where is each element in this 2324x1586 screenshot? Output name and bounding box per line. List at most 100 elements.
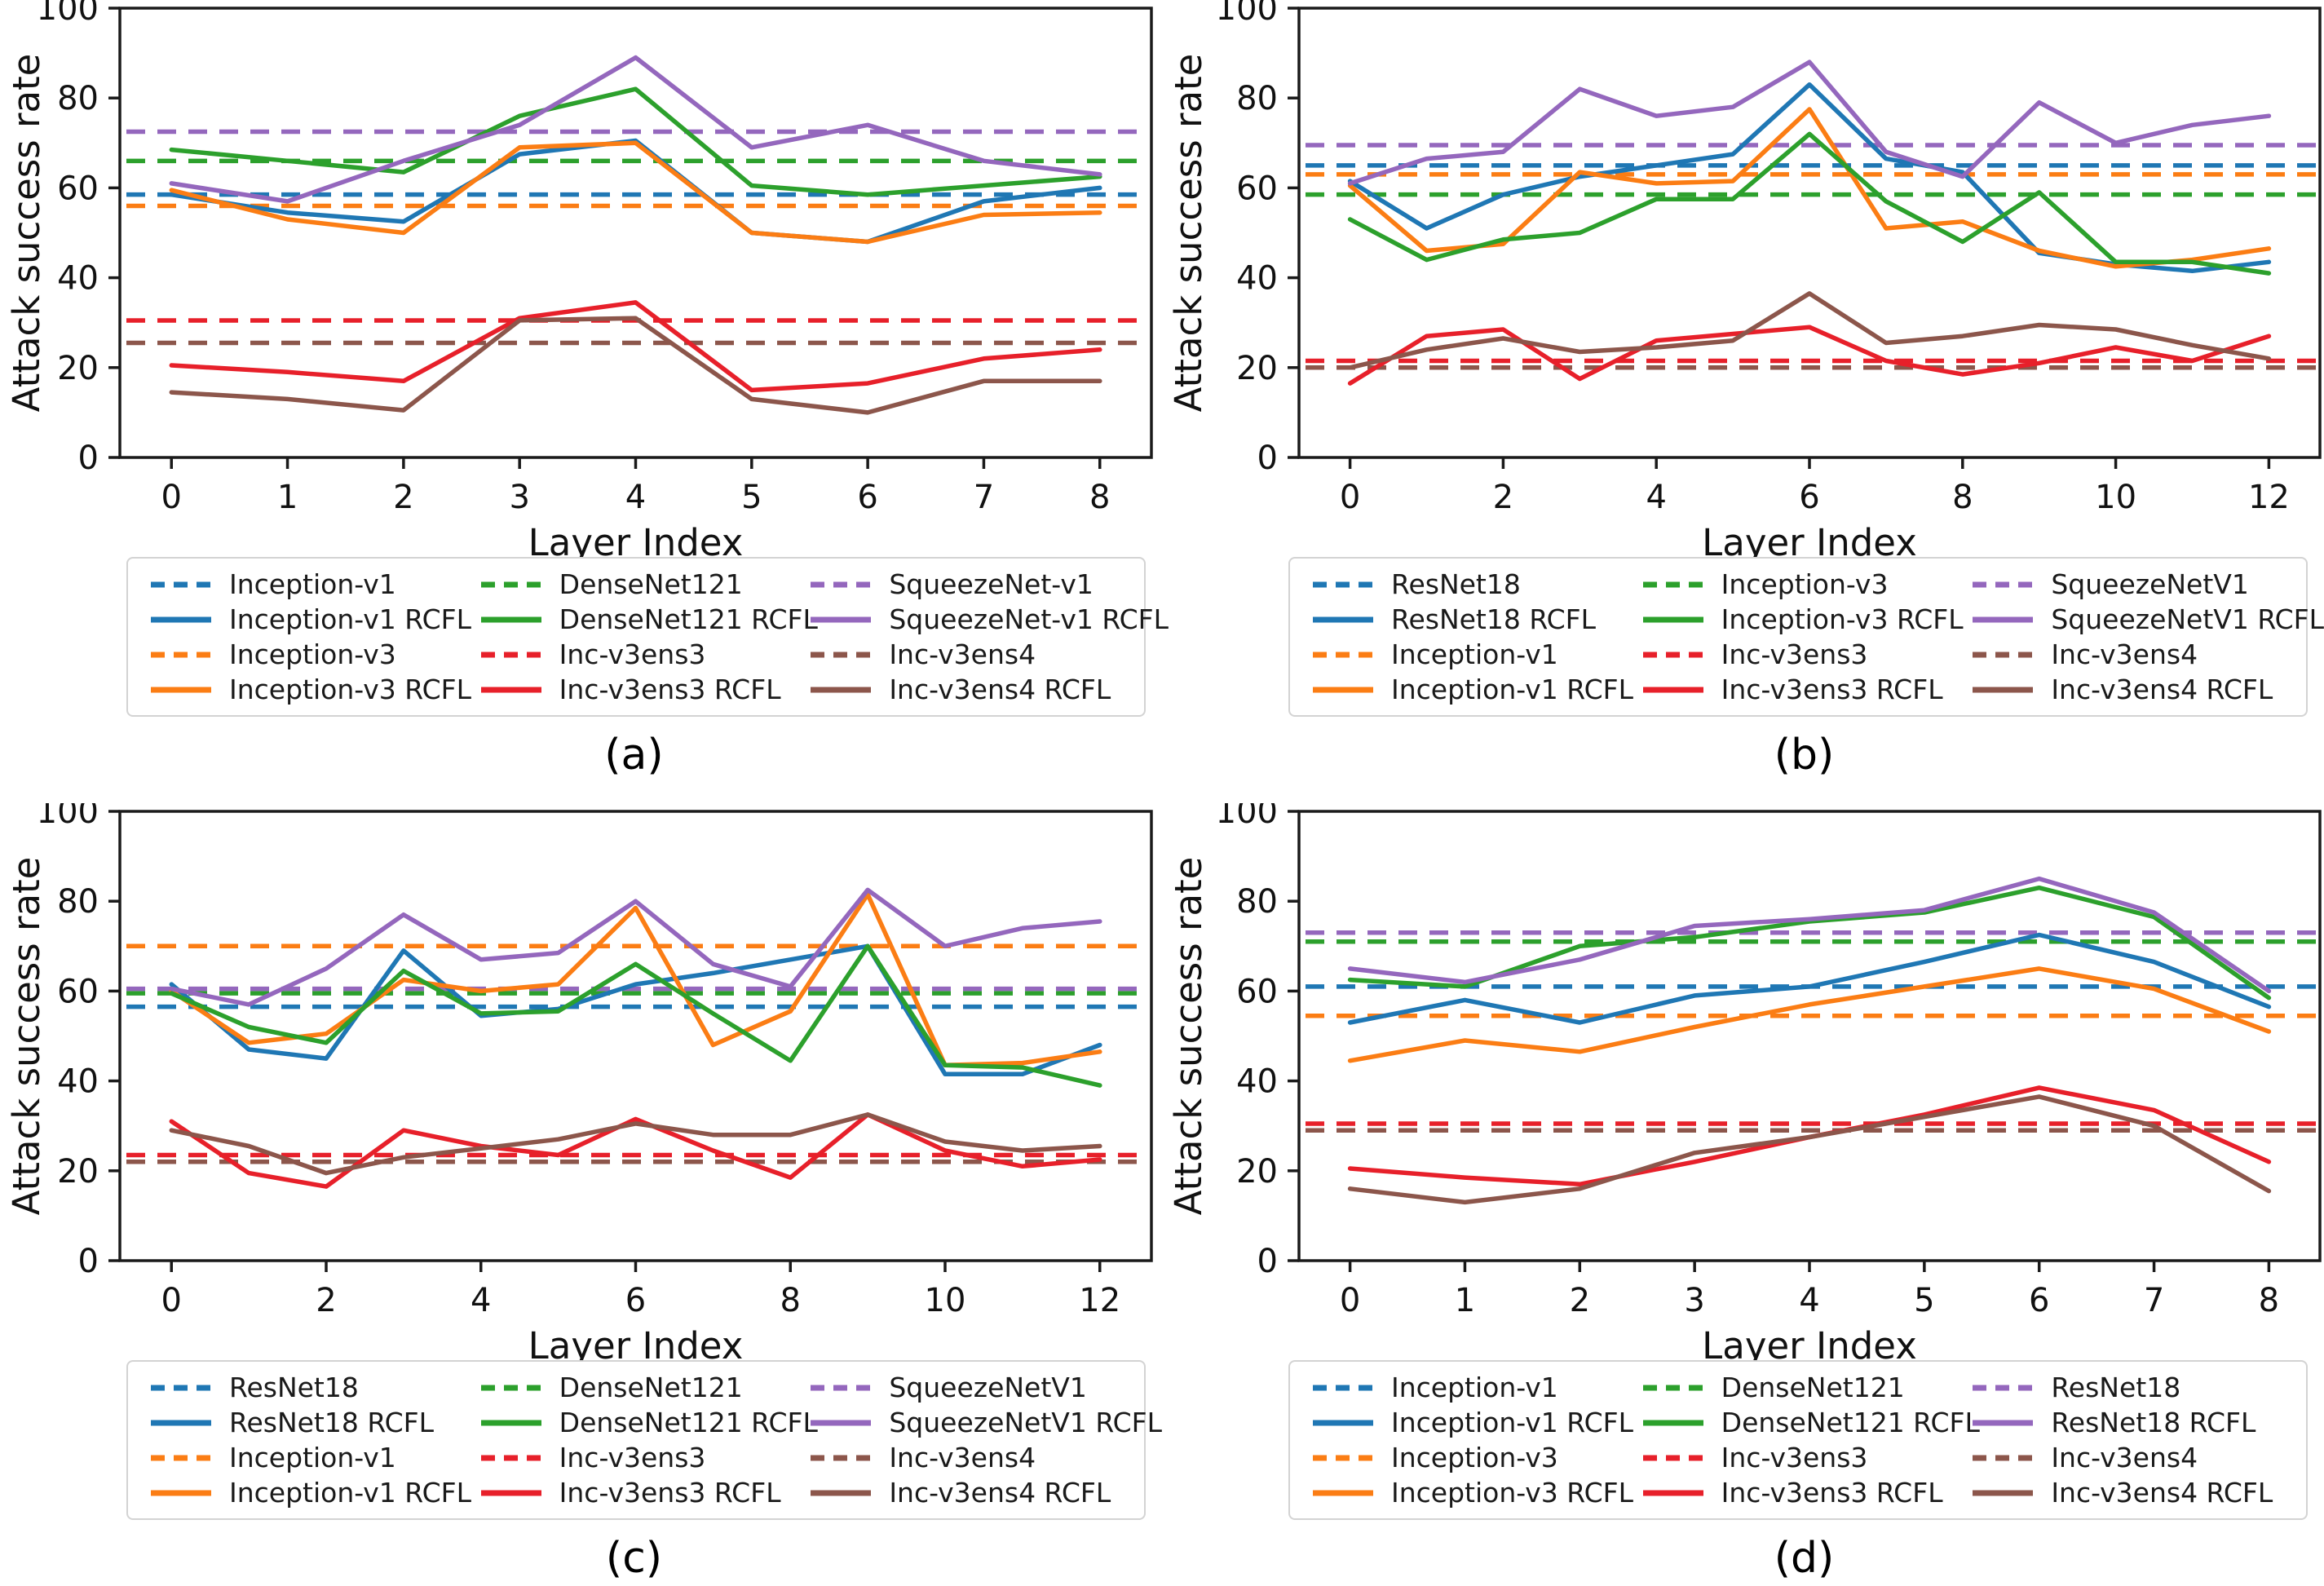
legend-item-resnet18-rcfl: ResNet18 RCFL [149,1407,479,1438]
caption-c: (c) [605,1534,663,1583]
series-inc-v3ens4-rcfl [1347,291,2272,370]
legend-d: Inception-v1 Inception-v1 RCFL Inception-v… [1288,1360,2308,1520]
y-tick-label: 0 [1257,1243,1278,1280]
x-tick-label: 10 [2095,479,2136,516]
y-tick-label: 20 [57,350,99,387]
caption-a: (a) [604,731,664,780]
legend-label: Inc-v3ens4 RCFL [889,674,1111,705]
legend-swatch-solid-line-icon [1313,687,1373,692]
plot-frame [118,810,1153,1262]
legend-item-inception-v1: Inception-v1 [149,1442,479,1473]
legend-item-resnet18: ResNet18 [1971,1372,2301,1403]
x-tick-label: 8 [1952,479,1973,516]
y-axis-label: Attack success rate [1167,54,1210,413]
legend-swatch-dashed-line-icon [1973,1385,2034,1390]
y-tick-label: 100 [1216,0,1278,28]
legend-label: SqueezeNet-v1 [889,568,1094,600]
legend-label: Inc-v3ens3 [1721,638,1868,670]
legend-swatch-solid-line-icon [480,1490,541,1495]
x-tick-label: 2 [1493,479,1513,516]
y-tick-label: 80 [57,883,99,921]
legend-label: Inc-v3ens4 RCFL [2051,674,2273,705]
x-tick-label: 8 [2259,1282,2279,1319]
panel-b: 0 20 40 60 80 100 0 2 4 6 8 10 12 Attack success rate… [1162,0,2324,803]
legend-label: ResNet18 [1391,568,1521,600]
x-tick-label: 0 [161,479,182,516]
legend-item-densenet121-rcfl: DenseNet121 RCFL [479,1407,818,1438]
legend-item-densenet121: DenseNet121 [479,1372,810,1403]
y-tick-label: 80 [57,80,99,117]
y-tick-label: 60 [57,973,99,1010]
legend-swatch-dashed-line-icon [480,581,541,587]
y-tick-label: 20 [1236,350,1278,387]
legend-label: SqueezeNetV1 RCFL [2051,603,2324,635]
legend-item-squeezenet-v1: SqueezeNet-v1 [809,568,1139,600]
y-tick-label: 40 [1236,260,1278,298]
legend-swatch-solid-line-icon [151,1490,211,1495]
legend-swatch-solid-line-icon [811,1420,872,1425]
legend-swatch-dashed-line-icon [151,581,211,587]
legend-label: Inception-v1 RCFL [1391,674,1633,705]
legend-item-densenet121: DenseNet121 [479,568,810,600]
x-tick-label: 1 [1455,1282,1475,1319]
legend-swatch-solid-line-icon [811,687,872,692]
x-tick-label: 10 [925,1282,966,1319]
legend-item-inception-v3-rcfl: Inception-v3 RCFL [149,674,479,705]
legend-item-inception-v1-rcfl: Inception-v1 RCFL [1311,674,1641,705]
x-tick-label: 4 [625,479,646,516]
y-tick-label: 60 [57,170,99,207]
legend-label: Inc-v3ens4 [2051,638,2198,670]
chart-a: 0 20 40 60 80 100 0 1 2 3 4 5 6 7 8 Attack success rate… [5,0,1153,557]
legend-item-resnet18-rcfl: ResNet18 RCFL [1311,603,1641,635]
legend-label: Inc-v3ens3 [1721,1442,1868,1473]
legend-item-inc-v3ens3-rcfl: Inc-v3ens3 RCFL [479,674,810,705]
legend-swatch-solid-line-icon [1973,1420,2034,1425]
series-squeezenetv1-rcfl [1347,60,2272,186]
legend-label: Inc-v3ens4 RCFL [889,1477,1111,1509]
legend-item-inc-v3ens4-rcfl: Inc-v3ens4 RCFL [809,674,1139,705]
legend-item-inc-v3ens3-rcfl: Inc-v3ens3 RCFL [479,1477,810,1509]
legend-swatch-dashed-line-icon [151,1385,211,1390]
x-tick-label: 8 [780,1282,801,1319]
x-tick-label: 7 [974,479,994,516]
legend-item-inc-v3ens3-rcfl: Inc-v3ens3 RCFL [1641,674,1972,705]
y-tick-label: 80 [1236,80,1278,117]
legend-item-inception-v3-rcfl: Inception-v3 RCFL [1311,1477,1641,1509]
legend-label: Inception-v1 [1391,638,1558,670]
legend-swatch-dashed-line-icon [1973,1455,2034,1460]
legend-swatch-solid-line-icon [151,687,211,692]
legend-item-inception-v1-rcfl: Inception-v1 RCFL [1311,1407,1641,1438]
legend-item-inc-v3ens4: Inc-v3ens4 [1971,638,2301,670]
legend-label: Inc-v3ens3 RCFL [559,1477,781,1509]
legend-item-squeezenetv1-rcfl: SqueezeNetV1 RCFL [809,1407,1162,1438]
y-tick-label: 20 [57,1153,99,1191]
legend-swatch-dashed-line-icon [1313,1385,1373,1390]
legend-label: Inception-v1 [229,1442,396,1473]
legend-item-resnet18-rcfl: ResNet18 RCFL [1971,1407,2301,1438]
legend-swatch-dashed-line-icon [1313,1455,1373,1460]
plot-frame [1297,810,2322,1262]
y-tick-label: 0 [78,440,99,477]
legend-label: Inc-v3ens4 [2051,1442,2198,1473]
x-tick-label: 5 [741,479,762,516]
legend-swatch-dashed-line-icon [1642,581,1703,587]
legend-label: Inc-v3ens3 [559,1442,706,1473]
series-inception-v1-rcfl [169,138,1102,245]
legend-label: SqueezeNet-v1 RCFL [889,603,1169,635]
x-tick-label: 0 [161,1282,182,1319]
legend-label: Inception-v3 [1721,568,1889,600]
legend-item-inc-v3ens4-rcfl: Inc-v3ens4 RCFL [1971,1477,2301,1509]
legend-swatch-solid-line-icon [1313,1420,1373,1425]
legend-label: Inception-v3 [1391,1442,1558,1473]
legend-swatch-solid-line-icon [151,1420,211,1425]
legend-label: Inc-v3ens4 [889,1442,1036,1473]
panel-d: 0 20 40 60 80 100 0 1 2 3 4 5 6 7 8 Attack success rate… [1162,803,2324,1586]
y-tick-label: 60 [1236,170,1278,207]
legend-label: DenseNet121 RCFL [1721,1407,1980,1438]
legend-swatch-dashed-line-icon [811,581,872,587]
y-axis-label: Attack success rate [5,54,48,413]
y-tick-label: 0 [78,1243,99,1280]
legend-item-squeezenetv1: SqueezeNetV1 [809,1372,1139,1403]
legend-item-inception-v1: Inception-v1 [149,568,479,600]
y-tick-label: 0 [1257,440,1278,477]
